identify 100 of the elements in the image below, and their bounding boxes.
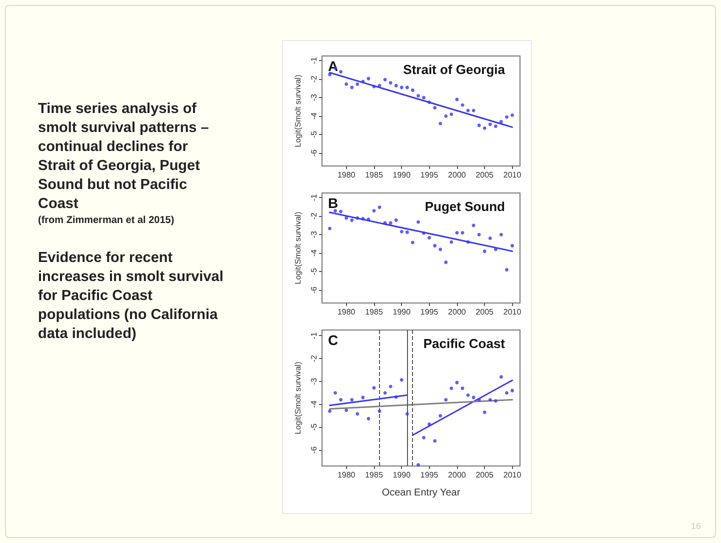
x-axis-title: Ocean Entry Year <box>382 488 461 498</box>
point <box>504 391 508 395</box>
x-tick-label: 1980 <box>337 308 356 316</box>
point <box>356 412 360 416</box>
point <box>344 408 348 412</box>
point <box>339 70 343 74</box>
annotation: B <box>328 195 338 211</box>
y-axis-title: Logit(Smolt survival) <box>294 361 302 434</box>
point <box>356 82 360 86</box>
y-tick-label: -6 <box>310 148 318 157</box>
point <box>400 230 404 234</box>
point <box>410 88 414 92</box>
point <box>416 220 420 224</box>
point <box>372 209 376 212</box>
point <box>361 396 365 400</box>
point <box>499 232 503 236</box>
point <box>488 122 492 126</box>
point <box>405 86 409 90</box>
x-tick-label: 1985 <box>365 170 384 180</box>
y-tick-label: -4 <box>310 248 318 257</box>
point <box>344 216 348 220</box>
point <box>378 205 382 209</box>
point <box>438 248 442 252</box>
x-tick-label: 2005 <box>476 308 494 316</box>
point <box>394 84 398 88</box>
point <box>339 210 343 214</box>
point <box>482 410 486 414</box>
point <box>400 378 404 382</box>
point <box>350 218 354 222</box>
x-tick-label: 2010 <box>503 470 522 480</box>
y-tick-label: -4 <box>310 400 318 408</box>
point <box>356 216 360 220</box>
y-tick-label: -5 <box>310 267 318 276</box>
y-tick-label: -1 <box>310 194 318 202</box>
point <box>428 236 432 240</box>
point <box>460 231 464 234</box>
x-tick-label: 1985 <box>365 470 384 480</box>
point <box>477 398 481 402</box>
x-tick-label: 2000 <box>448 170 466 180</box>
point <box>510 113 514 117</box>
point <box>422 96 426 100</box>
x-tick-label: 2000 <box>448 308 466 316</box>
point <box>494 399 498 403</box>
point <box>438 122 442 126</box>
point <box>477 124 481 128</box>
y-tick-label: -2 <box>310 354 318 362</box>
point <box>494 124 498 128</box>
y-tick-label: -1 <box>310 332 318 340</box>
y-tick-label: -5 <box>310 423 318 431</box>
point <box>433 106 437 110</box>
point <box>455 231 459 234</box>
point <box>510 388 514 392</box>
point <box>378 409 382 413</box>
text: (from Zimmerman et al 2015) <box>38 214 176 227</box>
point <box>344 82 348 86</box>
point <box>350 86 354 90</box>
point <box>422 436 426 440</box>
point <box>510 244 514 248</box>
point <box>477 232 481 236</box>
y-tick-label: -6 <box>310 446 318 454</box>
point <box>383 78 387 82</box>
point <box>388 81 392 85</box>
x-tick-label: 2005 <box>476 170 494 180</box>
y-tick-label: -3 <box>310 230 318 238</box>
point <box>422 231 426 235</box>
point <box>488 236 492 240</box>
x-tick-label: 1990 <box>392 170 412 180</box>
y-tick-label: -3 <box>310 377 318 385</box>
x-tick-label: 1990 <box>392 470 412 480</box>
point <box>444 260 448 264</box>
x-tick-label: 1980 <box>337 470 356 480</box>
point <box>366 416 370 420</box>
point <box>438 414 442 418</box>
point <box>416 94 420 98</box>
point <box>328 409 332 413</box>
point <box>428 422 432 426</box>
x-tick-label: 1995 <box>420 308 439 316</box>
point <box>472 224 476 228</box>
point <box>328 72 332 76</box>
point <box>334 209 338 212</box>
text: Pacific Coast <box>423 336 506 351</box>
y-tick-label: -1 <box>310 56 318 64</box>
y-axis-title: Logit(Smolt survival) <box>294 74 302 148</box>
x-tick-label: 1985 <box>365 308 384 316</box>
point <box>455 98 459 102</box>
point <box>405 412 409 416</box>
y-tick-label: -2 <box>310 212 318 220</box>
y-tick-label: -5 <box>310 130 318 138</box>
x-tick-label: 2000 <box>448 470 466 480</box>
point <box>466 393 470 397</box>
y-tick-label: -3 <box>310 93 318 102</box>
point <box>444 114 448 118</box>
point <box>383 391 387 395</box>
point <box>482 249 486 253</box>
x-tick-label: 2010 <box>503 170 522 180</box>
point <box>416 463 420 467</box>
point <box>428 100 432 104</box>
point <box>488 398 492 402</box>
y-tick-label: -6 <box>310 286 318 294</box>
point <box>450 386 454 390</box>
